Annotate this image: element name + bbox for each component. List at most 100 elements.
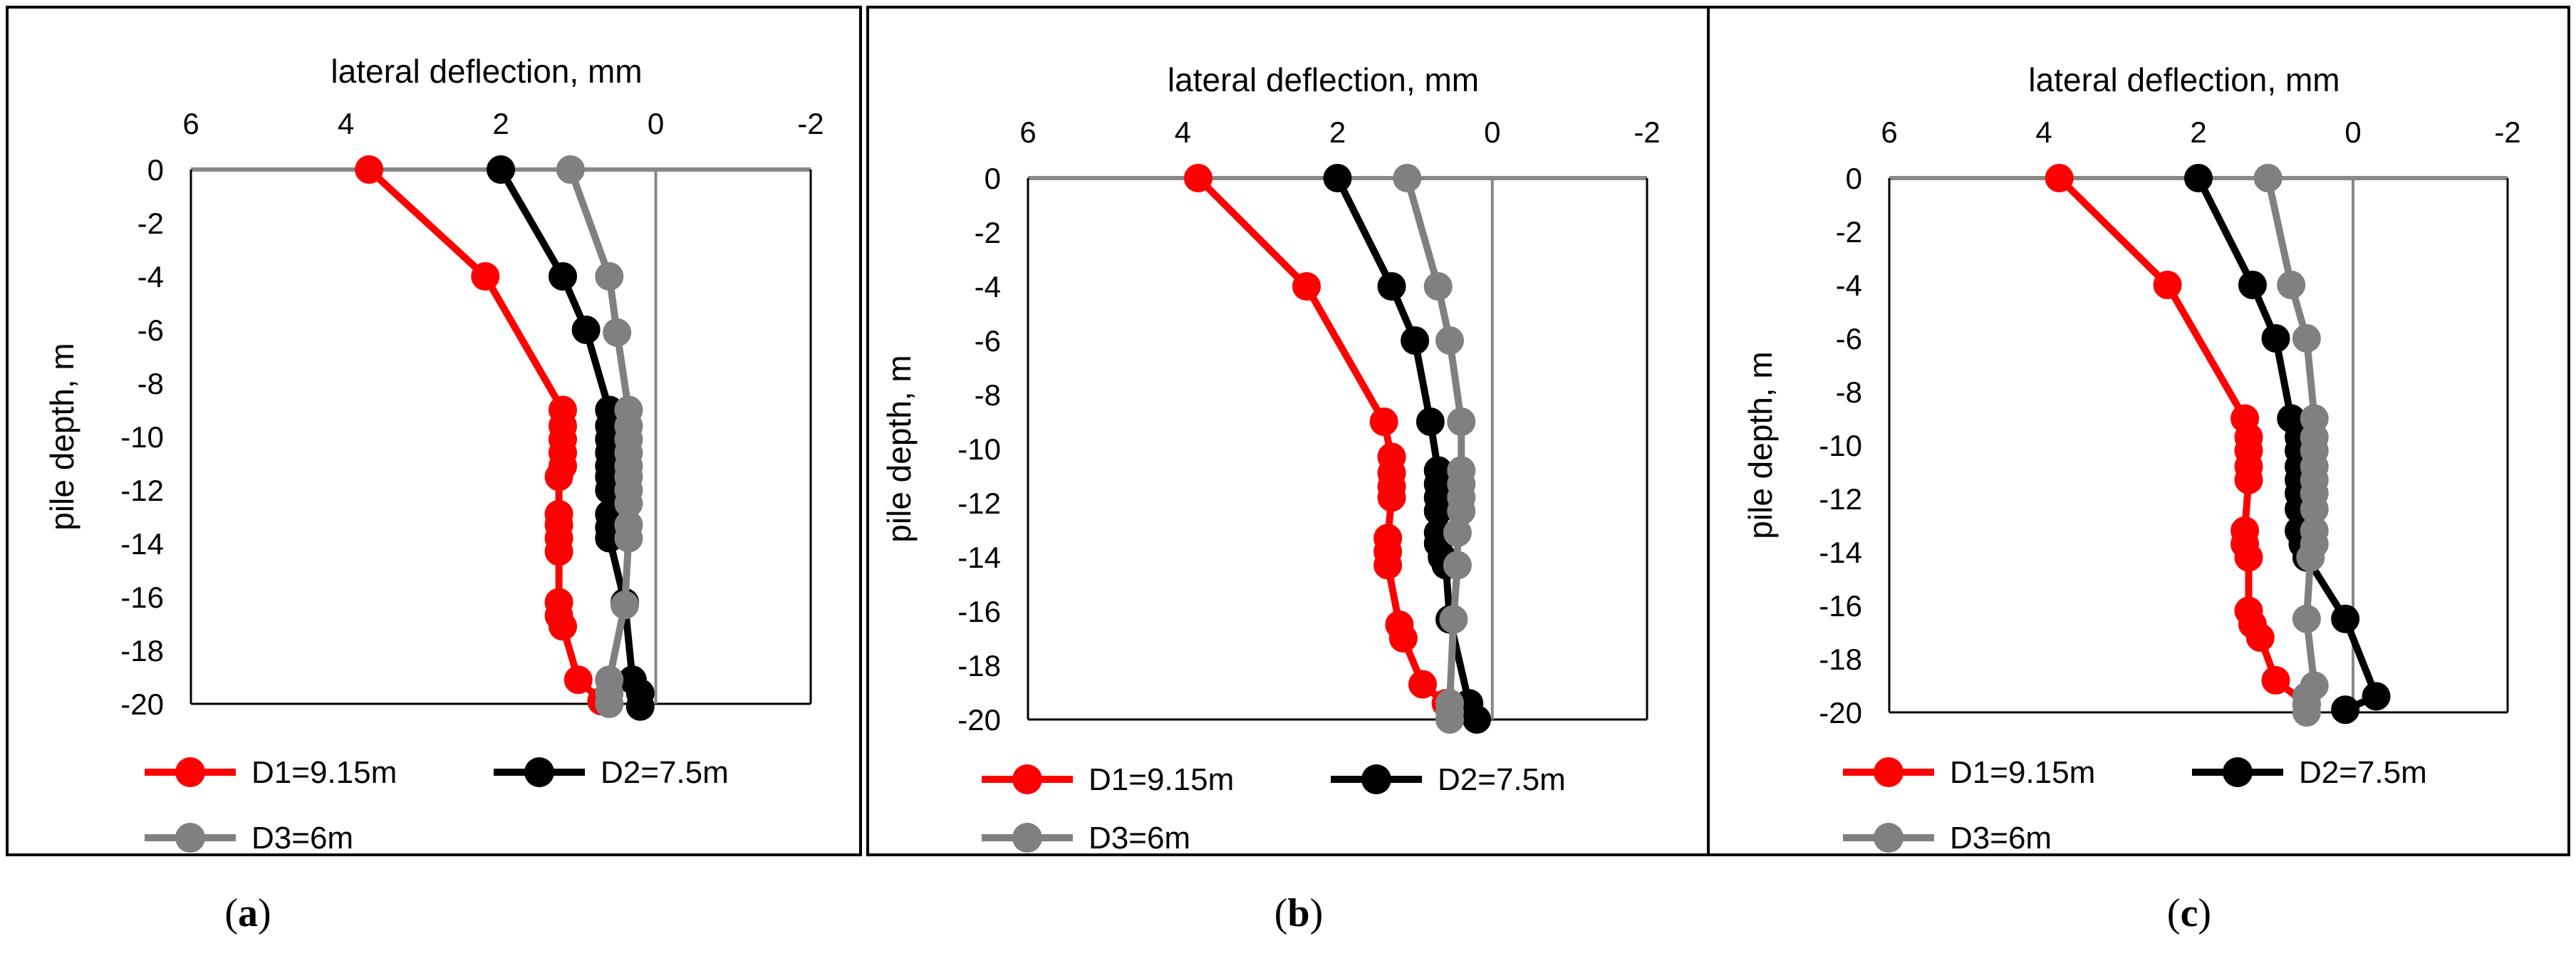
data-point xyxy=(1435,705,1465,734)
y-tick-label: -8 xyxy=(1836,375,1862,409)
legend-label: D3=6m xyxy=(1089,821,1190,856)
data-point xyxy=(544,462,573,492)
legend-swatch-marker xyxy=(1874,757,1904,787)
y-tick-label: -18 xyxy=(1819,643,1862,676)
data-point xyxy=(595,262,624,291)
data-point xyxy=(2234,543,2263,572)
panel-border xyxy=(1707,6,2570,856)
data-point xyxy=(2292,698,2321,727)
data-point xyxy=(1323,164,1352,192)
data-point xyxy=(1408,670,1437,699)
x-tick-label: 6 xyxy=(1881,115,1897,149)
x-tick-label: -2 xyxy=(2494,115,2520,149)
data-point xyxy=(603,318,632,347)
data-point xyxy=(625,692,655,721)
y-tick-label: -2 xyxy=(975,216,1001,249)
y-tick-label: 0 xyxy=(985,162,1001,195)
data-point xyxy=(1447,407,1476,436)
panel-caption: (c) xyxy=(2167,891,2211,935)
x-tick-label: 2 xyxy=(2190,115,2206,149)
data-point xyxy=(1423,272,1453,301)
y-tick-label: -14 xyxy=(957,541,1001,574)
data-point xyxy=(2153,271,2182,299)
data-point xyxy=(544,537,573,566)
data-point xyxy=(549,612,577,641)
y-tick-label: -2 xyxy=(1836,215,1862,249)
x-tick-label: 2 xyxy=(1329,115,1346,149)
y-tick-label: -20 xyxy=(1819,696,1862,729)
panel-border xyxy=(6,6,862,856)
data-point xyxy=(2331,695,2360,724)
data-point xyxy=(2234,465,2263,494)
y-tick-label: -6 xyxy=(975,324,1001,358)
y-tick-label: -10 xyxy=(957,432,1001,466)
data-point xyxy=(564,665,593,695)
legend-entry: D3=6m xyxy=(145,821,353,856)
y-tick-label: -12 xyxy=(1819,482,1862,516)
data-point xyxy=(611,591,639,620)
y-tick-label: -16 xyxy=(957,595,1001,628)
data-point xyxy=(2253,164,2282,192)
y-tick-label: -2 xyxy=(137,207,164,240)
x-tick-label: 6 xyxy=(1019,115,1036,149)
panel-caption: (b) xyxy=(1274,891,1323,935)
data-point xyxy=(1416,407,1445,436)
data-point xyxy=(595,690,624,718)
legend-entry: D2=7.5m xyxy=(1331,762,1566,797)
legend-label: D2=7.5m xyxy=(601,755,729,790)
data-point xyxy=(2292,324,2321,353)
data-point xyxy=(2331,604,2360,633)
x-axis-title: lateral deflection, mm xyxy=(2028,61,2339,98)
legend-entry: D1=9.15m xyxy=(982,762,1234,797)
data-point xyxy=(549,262,577,291)
legend-entry: D3=6m xyxy=(982,821,1190,856)
series-line xyxy=(2057,175,2309,707)
data-point xyxy=(1393,164,1422,192)
legend-swatch-marker xyxy=(2223,757,2253,787)
data-point xyxy=(471,262,500,291)
x-tick-label: -2 xyxy=(1634,115,1660,149)
data-point xyxy=(1377,272,1406,301)
legend-swatch-marker xyxy=(1012,823,1042,853)
y-axis-title: pile depth, m xyxy=(1742,351,1779,539)
legend-label: D3=6m xyxy=(1950,821,2052,856)
y-tick-label: 0 xyxy=(1846,162,1862,195)
y-tick-label: 0 xyxy=(147,153,164,187)
legend-swatch-marker xyxy=(175,757,205,787)
y-tick-label: -4 xyxy=(1836,269,1862,302)
panel-caption: (a) xyxy=(224,891,271,935)
data-point xyxy=(2277,271,2306,299)
data-point xyxy=(2238,271,2267,299)
legend-label: D1=9.15m xyxy=(1089,762,1234,797)
chart-panel-b: 6 4 2 0 -20-2-4-6-8-10-12-14-16-18-20lateral… xyxy=(866,6,1710,856)
y-tick-label: -14 xyxy=(1819,536,1862,569)
data-point xyxy=(1369,407,1398,436)
y-axis-title: pile depth, m xyxy=(43,343,80,530)
data-point xyxy=(556,155,585,184)
data-point xyxy=(2261,666,2290,695)
data-point xyxy=(487,155,515,184)
y-tick-label: -16 xyxy=(1819,589,1862,623)
data-point xyxy=(2296,543,2325,572)
y-tick-label: -20 xyxy=(957,703,1001,737)
legend-swatch-marker xyxy=(524,757,554,787)
x-tick-label: 4 xyxy=(338,107,354,140)
x-axis-title: lateral deflection, mm xyxy=(1168,61,1479,98)
y-tick-label: -10 xyxy=(1819,429,1862,462)
data-point xyxy=(1373,551,1403,580)
legend-entry: D3=6m xyxy=(1843,821,2052,856)
data-point xyxy=(1435,326,1465,355)
data-point xyxy=(571,316,601,344)
y-tick-label: -8 xyxy=(975,378,1001,412)
y-tick-label: -4 xyxy=(137,260,164,293)
x-tick-label: 0 xyxy=(2344,115,2361,149)
y-tick-label: -12 xyxy=(120,474,164,507)
y-axis-title: pile depth, m xyxy=(881,355,918,542)
y-tick-label: -20 xyxy=(120,687,164,721)
y-tick-label: -14 xyxy=(120,527,164,561)
y-tick-label: -10 xyxy=(120,420,164,454)
data-point xyxy=(1439,605,1468,634)
data-point xyxy=(1388,624,1418,653)
